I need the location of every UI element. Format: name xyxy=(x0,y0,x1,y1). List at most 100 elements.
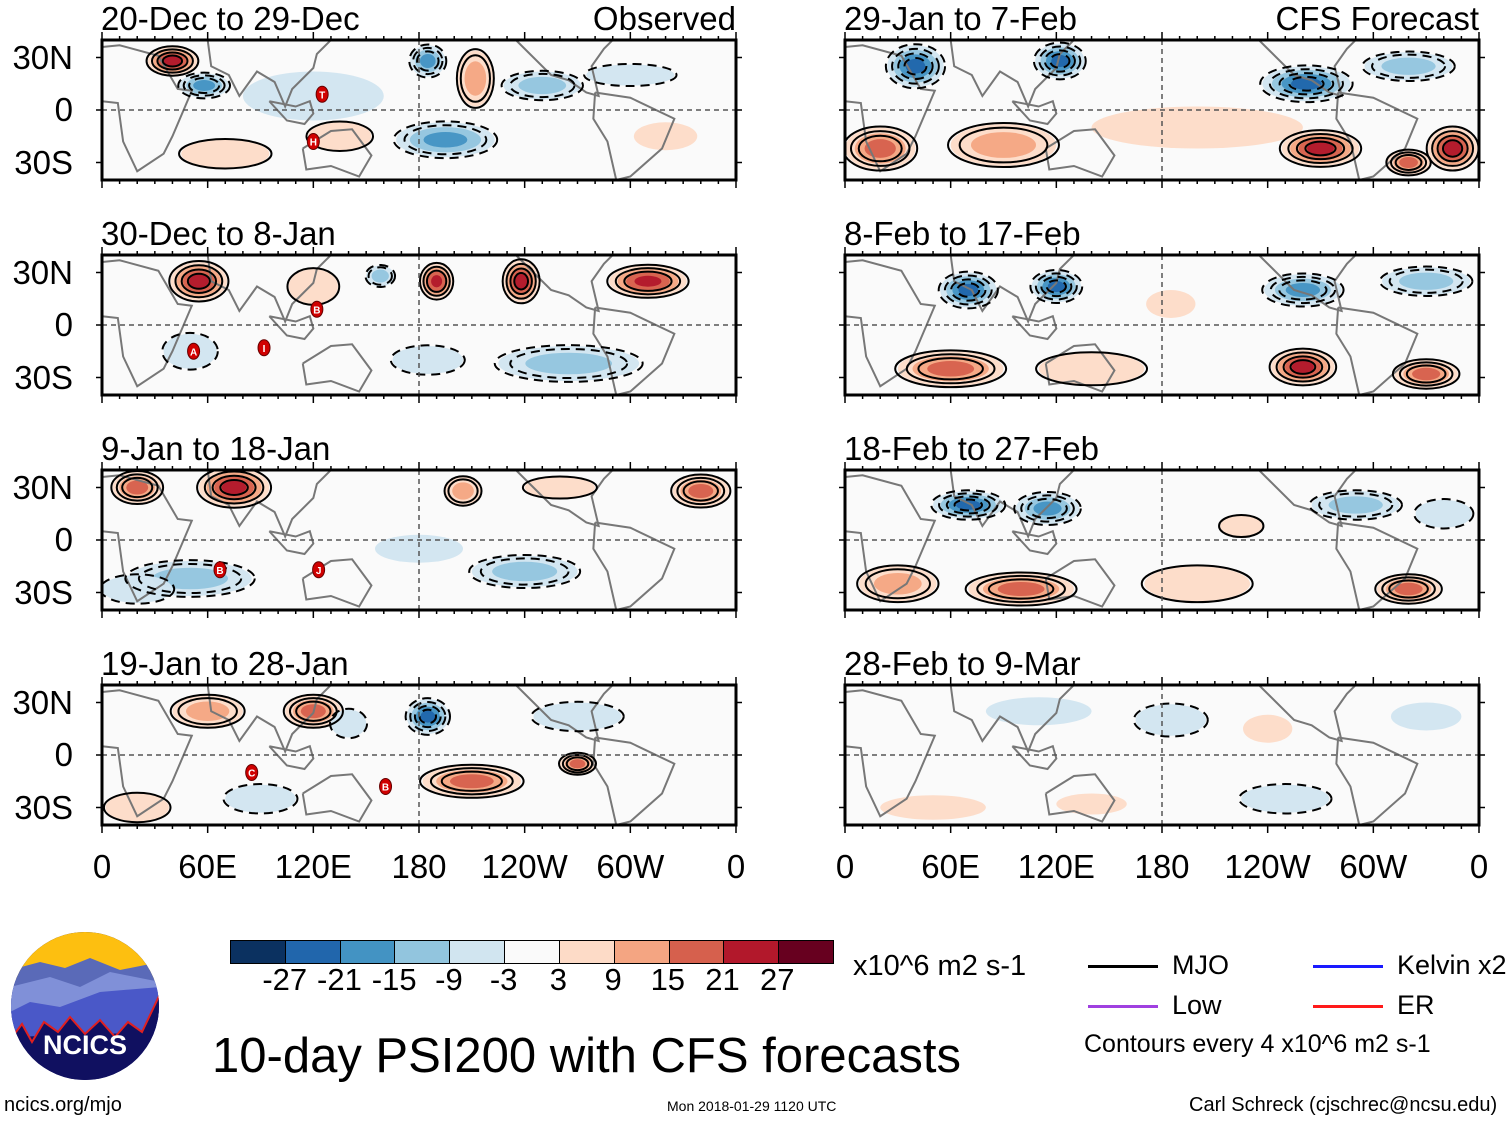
contour-positive xyxy=(305,120,375,152)
colorbar-swatch xyxy=(231,941,286,963)
tropical-cyclone-marker: T xyxy=(315,85,329,103)
panel-title: 8-Feb to 17-Feb xyxy=(844,215,1081,252)
panel-content xyxy=(102,255,736,395)
figure-title: 10-day PSI200 with CFS forecasts xyxy=(212,1029,961,1083)
contour-positive xyxy=(422,265,451,297)
contour-positive xyxy=(150,48,194,74)
contour-negative xyxy=(367,266,393,286)
contour-positive xyxy=(282,693,344,729)
website-link[interactable]: ncics.org/mjo xyxy=(4,1094,122,1116)
anomaly-shading xyxy=(1091,106,1303,149)
colorbar-swatch xyxy=(669,941,725,963)
contour-negative xyxy=(1040,275,1073,298)
cyclone-icon xyxy=(310,300,324,318)
anomaly-shading xyxy=(242,71,384,121)
contour-negative xyxy=(1027,497,1068,520)
lat-tick-label: 0 xyxy=(54,521,73,558)
contour-negative xyxy=(937,270,999,310)
contour-negative xyxy=(1132,702,1209,738)
lon-tick-label: 180 xyxy=(391,848,447,885)
contour-negative xyxy=(938,492,999,518)
colorbar-swatch xyxy=(395,941,451,963)
contour-positive xyxy=(917,357,984,381)
anomaly-shading xyxy=(1146,290,1196,318)
contour-positive xyxy=(676,476,726,506)
cyclone-icon xyxy=(257,339,271,357)
column-label: Observed xyxy=(592,0,736,37)
colorbar-label: -21 xyxy=(317,962,362,997)
contour-negative xyxy=(1013,490,1082,527)
anomaly-shading xyxy=(420,710,436,723)
anomaly-shading xyxy=(1307,142,1334,155)
anomaly-shading xyxy=(452,482,474,500)
panel-content xyxy=(845,470,1479,610)
coastline xyxy=(1044,558,1116,608)
contour-negative xyxy=(1238,783,1333,815)
anomaly-shading xyxy=(449,774,494,789)
colorbar-label: 21 xyxy=(705,962,740,997)
coastline xyxy=(1258,40,1358,98)
contour-positive xyxy=(169,693,246,729)
panel-title: 9-Jan to 18-Jan xyxy=(101,430,331,467)
contour-negative xyxy=(408,43,448,79)
tropical-cyclone-marker: C xyxy=(245,764,259,781)
anomaly-shading xyxy=(1243,714,1293,743)
anomaly-shading xyxy=(308,122,372,151)
contour-negative xyxy=(897,52,934,81)
contour-positive xyxy=(894,349,1008,389)
contour-negative xyxy=(884,43,947,90)
anomaly-shading xyxy=(1285,283,1321,297)
coastline xyxy=(592,91,676,180)
contour-positive xyxy=(1287,132,1354,165)
coastline xyxy=(1044,773,1116,823)
contour-negative xyxy=(950,278,987,302)
contour-positive xyxy=(177,697,238,726)
storm-label: B xyxy=(382,783,389,794)
contour-positive xyxy=(976,574,1066,604)
cyclone-icon xyxy=(312,561,326,579)
lon-tick-label: 120E xyxy=(1017,848,1095,885)
contour-positive xyxy=(501,258,541,305)
map-panel: CB xyxy=(96,677,742,833)
timestamp: Mon 2018-01-29 1120 UTC xyxy=(667,1098,837,1114)
anomaly-shading xyxy=(970,132,1037,158)
colorbar-swatch xyxy=(505,941,560,963)
anomaly-shading xyxy=(152,567,228,590)
coastline xyxy=(897,470,1076,540)
lat-tick-label: 30N xyxy=(12,683,73,721)
anomaly-shading xyxy=(518,76,567,95)
coastline xyxy=(268,744,315,771)
coastline xyxy=(1044,128,1116,178)
anomaly-shading xyxy=(1241,784,1330,813)
contour-negative xyxy=(583,62,678,88)
contour-positive xyxy=(102,791,172,824)
contour-positive xyxy=(418,261,455,301)
anomaly-shading xyxy=(634,275,662,287)
anomaly-shading xyxy=(1051,54,1069,68)
coastline xyxy=(1335,306,1419,395)
lat-tick-label: 30N xyxy=(12,468,73,506)
anomaly-shading xyxy=(586,64,675,86)
lon-tick-label: 0 xyxy=(92,848,112,885)
anomaly-shading xyxy=(997,582,1045,596)
anomaly-shading xyxy=(533,702,622,731)
coastline xyxy=(268,99,315,126)
coastline xyxy=(515,255,615,313)
coastline xyxy=(1258,255,1358,313)
contour-negative xyxy=(891,47,940,85)
contour-positive xyxy=(1035,351,1149,387)
anomaly-shading xyxy=(1047,281,1065,292)
coastline xyxy=(515,40,615,98)
tropical-cyclone-marker: B xyxy=(213,561,227,579)
contour-negative xyxy=(1034,272,1078,301)
coastline xyxy=(845,474,937,603)
contour-negative xyxy=(409,700,447,733)
colorbar-swatch xyxy=(285,941,341,963)
anomaly-shading xyxy=(221,480,247,495)
contour-positive xyxy=(1374,573,1443,605)
panel-title: 30-Dec to 8-Jan xyxy=(101,215,336,252)
contour-positive xyxy=(429,767,514,796)
contour-negative xyxy=(956,282,981,298)
storm-label: H xyxy=(310,138,317,149)
contour-negative xyxy=(943,274,993,306)
